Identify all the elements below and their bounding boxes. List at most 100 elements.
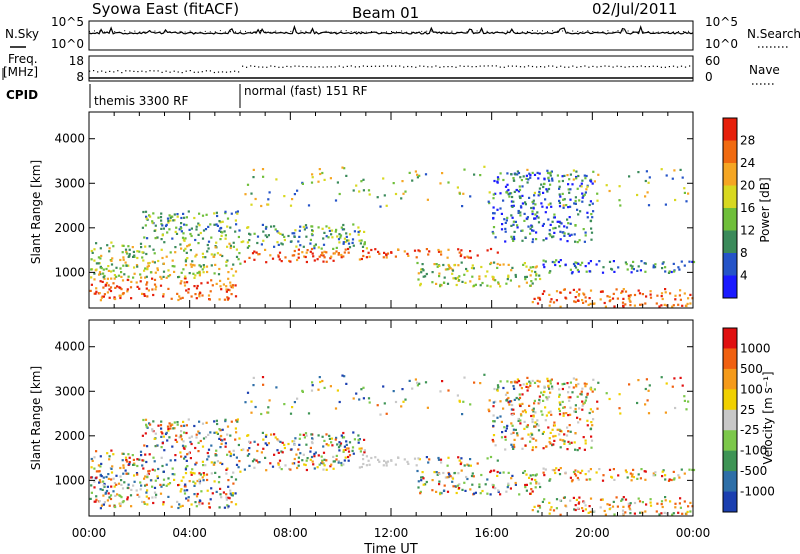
nave-point bbox=[652, 65, 654, 67]
power-cell bbox=[473, 284, 476, 287]
velocity-cell bbox=[479, 492, 482, 495]
noise-search-point bbox=[240, 30, 241, 32]
velocity-cell bbox=[378, 460, 381, 463]
velocity-cell bbox=[360, 465, 363, 469]
velocity-cell bbox=[576, 395, 579, 398]
power-cell bbox=[258, 253, 261, 256]
power-cell bbox=[128, 248, 131, 251]
power-cell bbox=[142, 210, 145, 214]
noise-search-point bbox=[245, 30, 246, 32]
velocity-cell bbox=[673, 478, 676, 481]
velocity-cell bbox=[681, 384, 684, 387]
velocity-cell bbox=[574, 404, 577, 407]
velocity-cell bbox=[575, 385, 578, 388]
power-cell bbox=[126, 288, 129, 291]
power-cell bbox=[644, 262, 647, 265]
power-cell bbox=[532, 202, 535, 205]
velocity-cell bbox=[268, 399, 271, 402]
velocity-cell bbox=[458, 459, 461, 462]
power-cell bbox=[185, 289, 188, 292]
velocity-cell bbox=[90, 476, 93, 479]
power-cell bbox=[649, 293, 652, 296]
velocity-cell bbox=[156, 476, 159, 480]
velocity-cell bbox=[519, 419, 522, 422]
velocity-cell bbox=[529, 440, 532, 443]
noise-search-point bbox=[501, 31, 503, 33]
velocity-cell bbox=[276, 438, 279, 441]
power-cell bbox=[492, 197, 495, 200]
velocity-cell bbox=[569, 406, 572, 409]
power-cell bbox=[162, 270, 166, 273]
velocity-cell bbox=[563, 496, 566, 499]
velocity-cell bbox=[624, 469, 627, 472]
power-cell bbox=[311, 252, 314, 255]
velocity-cell bbox=[524, 444, 527, 447]
velocity-cell bbox=[537, 429, 541, 432]
power-cell bbox=[492, 226, 496, 229]
velocity-cell bbox=[499, 471, 502, 474]
velocity-cell bbox=[558, 409, 561, 413]
nave-point bbox=[185, 70, 187, 72]
power-cell bbox=[425, 272, 428, 276]
power-cell bbox=[591, 216, 594, 219]
velocity-cell bbox=[678, 476, 681, 479]
noise-search-point bbox=[562, 30, 564, 32]
velocity-cell bbox=[459, 462, 462, 466]
velocity-cell bbox=[545, 396, 548, 399]
power-cell bbox=[336, 181, 339, 184]
noise-search-point bbox=[320, 32, 322, 33]
power-cell bbox=[347, 251, 350, 254]
velocity-cell bbox=[179, 451, 182, 454]
power-cell bbox=[529, 284, 532, 287]
power-cell bbox=[234, 219, 237, 222]
velocity-data-cells bbox=[89, 373, 696, 516]
power-cell bbox=[192, 263, 195, 267]
velocity-cell bbox=[685, 408, 688, 411]
velocity-cell bbox=[581, 469, 584, 472]
power-cell bbox=[310, 233, 314, 236]
velocity-cell bbox=[558, 473, 562, 476]
power-cell bbox=[575, 177, 578, 180]
power-cell bbox=[549, 171, 552, 174]
power-cell bbox=[246, 246, 249, 249]
power-cell bbox=[226, 259, 229, 262]
power-cell bbox=[107, 284, 110, 287]
velocity-cell bbox=[494, 487, 497, 490]
power-cell bbox=[573, 300, 576, 303]
velocity-cell bbox=[546, 377, 549, 380]
power-cell bbox=[456, 276, 460, 279]
velocity-cell bbox=[627, 502, 630, 505]
power-cell bbox=[329, 177, 332, 180]
freq-panel: Freq. [MHz] 18 8 60 0 Nave bbox=[2, 52, 780, 85]
velocity-cell bbox=[299, 433, 302, 436]
velocity-cell bbox=[182, 476, 185, 479]
power-cell bbox=[202, 271, 205, 274]
power-cell bbox=[664, 270, 667, 273]
velocity-cell bbox=[532, 474, 535, 477]
velocity-cell bbox=[90, 491, 93, 494]
power-cell bbox=[302, 245, 305, 248]
velocity-cell bbox=[575, 498, 578, 501]
power-cell bbox=[230, 212, 233, 215]
velocity-cell bbox=[534, 425, 537, 428]
power-cell bbox=[517, 209, 520, 213]
power-cell bbox=[305, 260, 308, 264]
noise-search-point bbox=[391, 31, 392, 32]
velocity-cell bbox=[157, 467, 160, 471]
velocity-cell bbox=[229, 454, 232, 458]
velocity-cell bbox=[347, 459, 350, 462]
power-cell bbox=[458, 192, 461, 195]
velocity-cell bbox=[548, 440, 551, 444]
power-cell bbox=[138, 250, 141, 253]
power-cell bbox=[138, 287, 141, 290]
power-cell bbox=[186, 281, 189, 284]
velocity-cell bbox=[486, 457, 489, 460]
power-cell bbox=[246, 183, 250, 186]
velocity-cell bbox=[529, 382, 532, 385]
velocity-cell bbox=[553, 469, 556, 472]
power-cell bbox=[533, 297, 536, 300]
power-cell bbox=[277, 243, 280, 246]
power-cell bbox=[491, 230, 494, 234]
power-cell bbox=[213, 272, 216, 275]
velocity-cell bbox=[580, 390, 583, 393]
